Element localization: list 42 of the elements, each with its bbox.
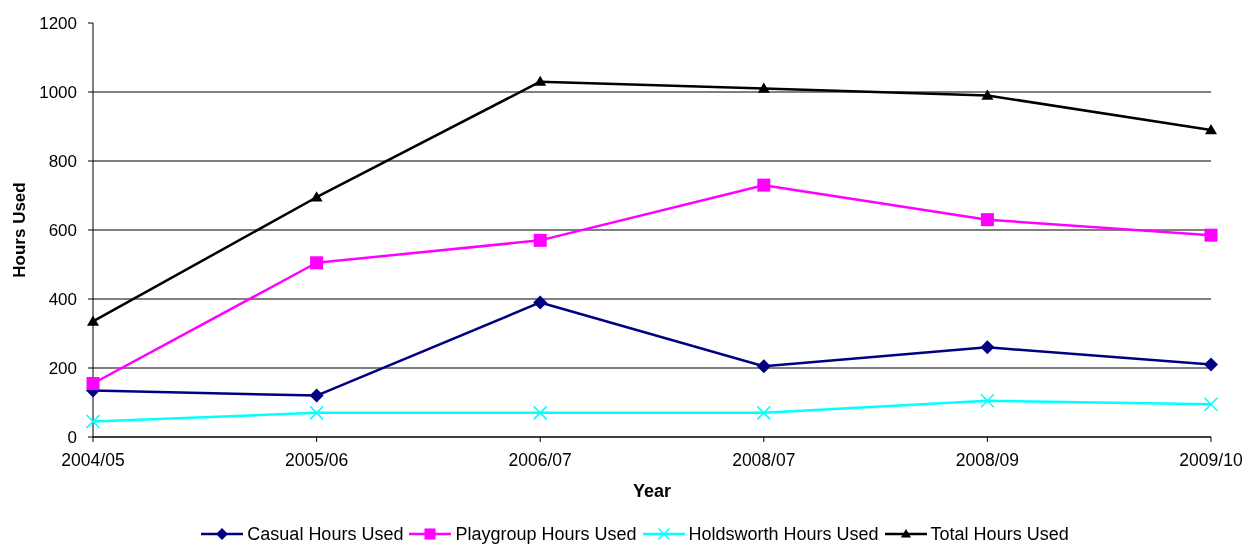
legend-label: Holdsworth Hours Used — [688, 524, 879, 544]
point — [533, 295, 548, 310]
legend-label: Playgroup Hours Used — [455, 524, 637, 544]
point — [1204, 228, 1218, 242]
point — [85, 414, 101, 429]
point — [533, 233, 547, 247]
y-tick-label: 600 — [48, 221, 77, 241]
y-tick-label: 200 — [48, 359, 77, 379]
x-tick-label: 2008/07 — [732, 450, 796, 471]
point — [980, 393, 995, 409]
x-tick-label: 2006/07 — [508, 450, 572, 471]
point — [1203, 396, 1219, 412]
point — [1204, 357, 1218, 372]
x-tick-label: 2008/09 — [955, 450, 1020, 471]
point — [1205, 123, 1217, 135]
point — [980, 340, 995, 355]
point — [310, 191, 323, 202]
point — [86, 377, 100, 391]
legend-label: Casual Hours Used — [247, 524, 404, 544]
point — [757, 178, 771, 192]
point — [534, 75, 547, 86]
y-axis-title: Hours Used — [9, 182, 29, 278]
point — [532, 405, 548, 421]
x-axis-title: Year — [632, 481, 672, 501]
legend-label: Total Hours Used — [930, 524, 1069, 544]
point — [756, 405, 772, 421]
point — [981, 89, 994, 100]
point — [310, 256, 324, 270]
y-tick-label: 400 — [48, 290, 77, 310]
y-tick-label: 1000 — [39, 83, 77, 103]
y-tick-label: 1200 — [39, 14, 77, 34]
point — [309, 388, 324, 403]
point — [980, 213, 994, 227]
y-tick-label: 0 — [67, 428, 77, 448]
y-tick-label: 800 — [48, 152, 77, 172]
x-tick-label: 2005/06 — [284, 450, 349, 471]
point — [756, 359, 771, 374]
x-tick-label: 2004/05 — [61, 450, 125, 471]
point — [309, 405, 324, 421]
x-tick-label: 2009/10 — [1179, 450, 1243, 471]
point — [87, 315, 99, 326]
point — [757, 82, 770, 93]
